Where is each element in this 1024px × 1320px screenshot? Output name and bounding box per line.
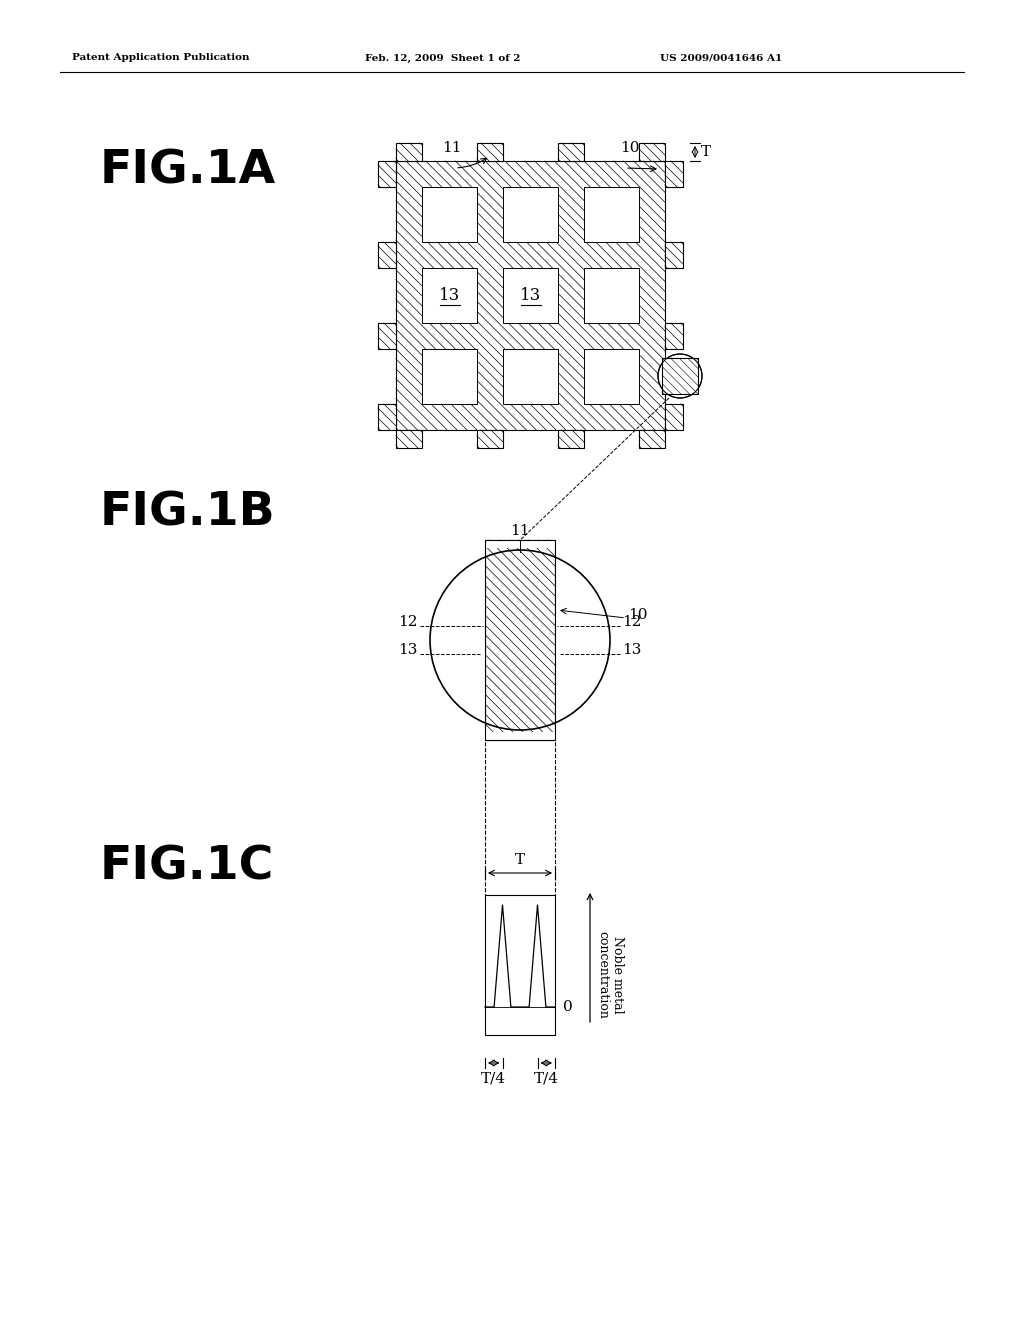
Text: 0: 0 — [563, 1001, 572, 1014]
Bar — [665, 242, 683, 268]
Bar — [503, 187, 558, 242]
Bar — [378, 242, 396, 268]
Text: T/4: T/4 — [481, 1071, 506, 1085]
Text: T: T — [701, 145, 711, 158]
Text: 12: 12 — [398, 615, 418, 630]
Bar — [396, 161, 665, 430]
Bar — [422, 348, 477, 404]
Text: T: T — [515, 853, 525, 867]
Bar — [558, 143, 584, 161]
Bar — [485, 540, 555, 741]
Bar — [662, 358, 698, 393]
Bar — [378, 404, 396, 430]
Bar — [477, 143, 503, 161]
Text: 11: 11 — [442, 141, 462, 154]
Text: 13: 13 — [622, 643, 641, 657]
Text: Noble metal
concentration: Noble metal concentration — [596, 931, 624, 1019]
Bar — [428, 540, 612, 548]
Bar — [639, 143, 665, 161]
Bar — [558, 430, 584, 447]
Text: FIG.1C: FIG.1C — [100, 845, 274, 890]
Bar — [422, 268, 477, 323]
Bar — [428, 733, 612, 741]
Text: Feb. 12, 2009  Sheet 1 of 2: Feb. 12, 2009 Sheet 1 of 2 — [365, 54, 520, 62]
Bar — [378, 323, 396, 348]
Text: FIG.1B: FIG.1B — [100, 490, 275, 535]
Bar — [378, 161, 396, 187]
Bar — [428, 540, 485, 741]
Bar — [485, 895, 555, 1035]
Bar — [396, 143, 422, 161]
Text: US 2009/0041646 A1: US 2009/0041646 A1 — [660, 54, 782, 62]
Bar — [485, 540, 555, 741]
Bar — [584, 348, 639, 404]
Text: Patent Application Publication: Patent Application Publication — [72, 54, 250, 62]
Bar — [503, 268, 558, 323]
Text: T/4: T/4 — [534, 1071, 559, 1085]
Bar — [422, 187, 477, 242]
Text: 13: 13 — [520, 286, 541, 304]
Bar — [639, 430, 665, 447]
Circle shape — [430, 550, 610, 730]
Bar — [396, 430, 422, 447]
Bar — [503, 348, 558, 404]
Text: 12: 12 — [622, 615, 641, 630]
Circle shape — [658, 354, 702, 399]
Bar — [665, 323, 683, 348]
Bar — [665, 161, 683, 187]
Text: 10: 10 — [628, 609, 647, 622]
Bar — [477, 430, 503, 447]
Text: 13: 13 — [439, 286, 460, 304]
Text: 10: 10 — [620, 141, 640, 154]
Bar — [584, 187, 639, 242]
Bar — [665, 404, 683, 430]
Bar — [555, 540, 612, 741]
Text: 13: 13 — [398, 643, 418, 657]
Text: FIG.1A: FIG.1A — [100, 148, 276, 193]
Bar — [584, 268, 639, 323]
Text: 11: 11 — [510, 524, 529, 539]
